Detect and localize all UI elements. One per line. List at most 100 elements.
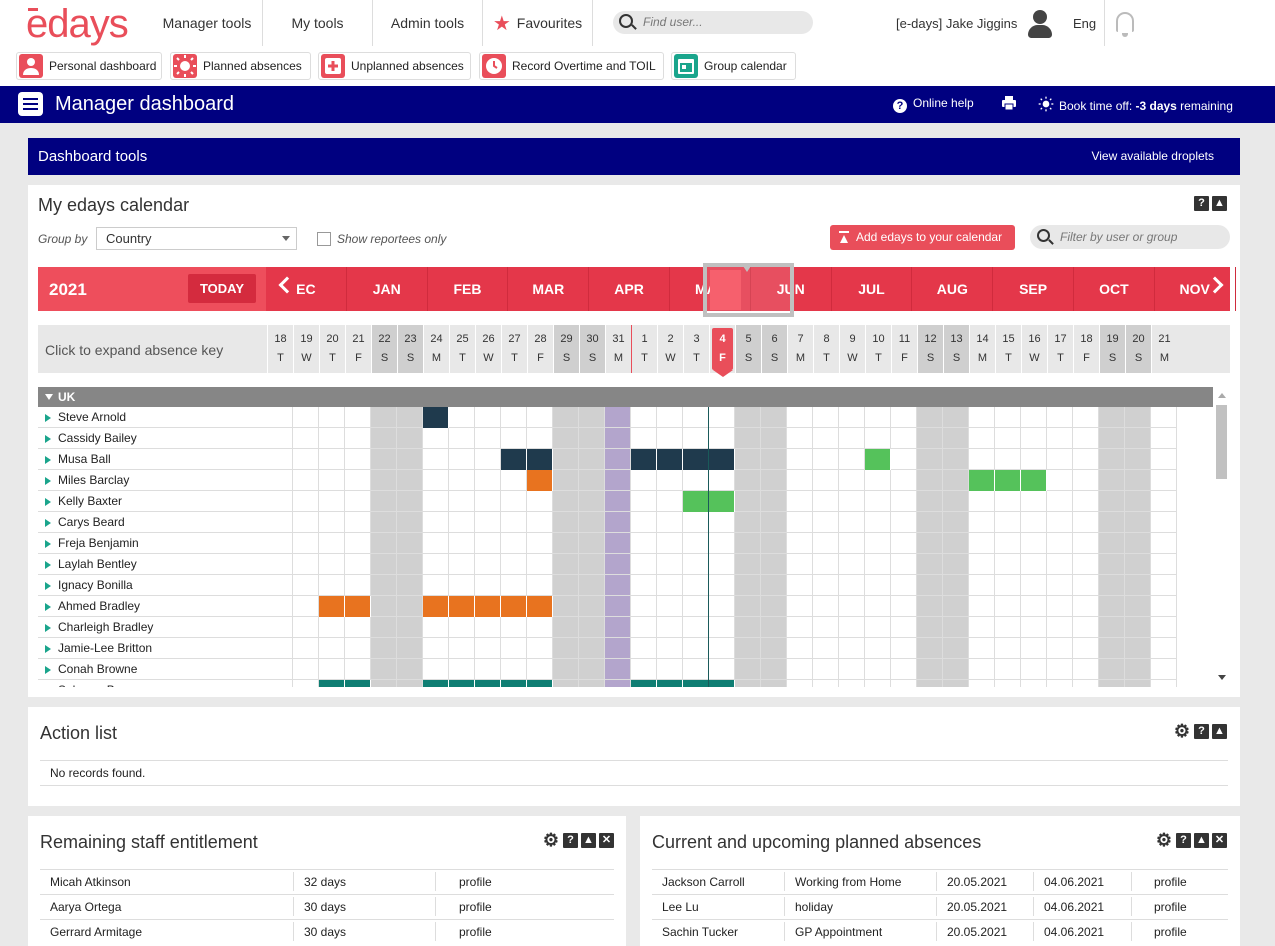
unplanned-absences-button[interactable]: Unplanned absences <box>318 52 471 80</box>
book-time-off-link[interactable]: Book time off: -3 days remaining <box>1038 96 1233 113</box>
day-cell[interactable] <box>735 659 761 680</box>
day-cell[interactable] <box>371 470 397 491</box>
day-cell[interactable] <box>397 617 423 638</box>
day-cell[interactable] <box>891 428 917 449</box>
absence-block[interactable] <box>449 680 475 687</box>
day-cell[interactable] <box>995 533 1021 554</box>
day-cell[interactable] <box>813 596 839 617</box>
day-cell[interactable] <box>813 554 839 575</box>
day-cell[interactable] <box>553 470 579 491</box>
day-cell[interactable] <box>345 470 371 491</box>
day-column[interactable]: 11 F <box>891 325 917 373</box>
day-cell[interactable] <box>1151 638 1177 659</box>
day-cell[interactable] <box>1125 554 1151 575</box>
day-cell[interactable] <box>709 617 735 638</box>
month-8[interactable]: AUG <box>912 267 994 311</box>
day-cell[interactable] <box>293 449 319 470</box>
day-cell[interactable] <box>969 512 995 533</box>
day-cell[interactable] <box>423 659 449 680</box>
day-cell[interactable] <box>1099 554 1125 575</box>
day-cell[interactable] <box>1047 407 1073 428</box>
day-cell[interactable] <box>371 428 397 449</box>
day-cell[interactable] <box>501 428 527 449</box>
day-cell[interactable] <box>605 617 631 638</box>
day-cell[interactable] <box>891 617 917 638</box>
day-cell[interactable] <box>605 680 631 687</box>
day-cell[interactable] <box>605 533 631 554</box>
filter-input[interactable]: Filter by user or group <box>1030 225 1230 249</box>
day-cell[interactable] <box>1099 680 1125 687</box>
day-cell[interactable] <box>995 449 1021 470</box>
absence-block[interactable] <box>527 470 553 491</box>
absence-block[interactable] <box>423 596 449 617</box>
day-cell[interactable] <box>683 617 709 638</box>
day-cell[interactable] <box>917 449 943 470</box>
day-cell[interactable] <box>605 449 631 470</box>
day-cell[interactable] <box>553 638 579 659</box>
day-cell[interactable] <box>787 575 813 596</box>
absence-block[interactable] <box>527 680 553 687</box>
day-cell[interactable] <box>995 659 1021 680</box>
day-cell[interactable] <box>839 659 865 680</box>
absence-block[interactable] <box>475 596 501 617</box>
day-cell[interactable] <box>449 659 475 680</box>
day-cell[interactable] <box>1099 575 1125 596</box>
day-cell[interactable] <box>917 512 943 533</box>
absence-key-toggle[interactable]: Click to expand absence key <box>45 342 224 358</box>
day-cell[interactable] <box>449 533 475 554</box>
day-cell[interactable] <box>371 407 397 428</box>
day-cell[interactable] <box>735 554 761 575</box>
day-cell[interactable] <box>397 512 423 533</box>
month-view-window[interactable] <box>703 263 794 317</box>
day-column[interactable]: 19 S <box>1099 325 1125 373</box>
day-cell[interactable] <box>735 428 761 449</box>
day-cell[interactable] <box>293 575 319 596</box>
day-cell[interactable] <box>1125 533 1151 554</box>
day-cell[interactable] <box>501 638 527 659</box>
profile-link[interactable]: profile <box>1154 925 1187 939</box>
day-cell[interactable] <box>995 596 1021 617</box>
day-column[interactable]: 12 S <box>917 325 943 373</box>
absence-block[interactable] <box>1021 470 1047 491</box>
day-cell[interactable] <box>1047 638 1073 659</box>
day-cell[interactable] <box>423 554 449 575</box>
view-droplets-link[interactable]: View available droplets <box>1091 149 1214 163</box>
day-cell[interactable] <box>397 596 423 617</box>
day-cell[interactable] <box>865 596 891 617</box>
absence-block[interactable] <box>319 596 345 617</box>
day-cell[interactable] <box>943 428 969 449</box>
day-cell[interactable] <box>501 659 527 680</box>
profile-link[interactable]: profile <box>1154 875 1187 889</box>
day-cell[interactable] <box>865 428 891 449</box>
day-cell[interactable] <box>501 491 527 512</box>
day-cell[interactable] <box>969 575 995 596</box>
day-cell[interactable] <box>813 575 839 596</box>
day-cell[interactable] <box>397 680 423 687</box>
day-cell[interactable] <box>943 407 969 428</box>
day-cell[interactable] <box>631 533 657 554</box>
day-cell[interactable] <box>995 575 1021 596</box>
absence-block[interactable] <box>683 449 709 470</box>
day-cell[interactable] <box>1151 449 1177 470</box>
day-cell[interactable] <box>397 428 423 449</box>
day-cell[interactable] <box>657 659 683 680</box>
day-cell[interactable] <box>1021 659 1047 680</box>
day-cell[interactable] <box>345 659 371 680</box>
day-cell[interactable] <box>1073 470 1099 491</box>
record-overtime-button[interactable]: Record Overtime and TOIL <box>479 52 664 80</box>
day-cell[interactable] <box>1125 638 1151 659</box>
gear-icon[interactable]: ⚙ <box>1173 721 1191 741</box>
day-cell[interactable] <box>1073 428 1099 449</box>
day-cell[interactable] <box>1073 680 1099 687</box>
day-cell[interactable] <box>293 638 319 659</box>
day-cell[interactable] <box>1151 575 1177 596</box>
day-cell[interactable] <box>397 491 423 512</box>
day-column[interactable]: 19 W <box>293 325 319 373</box>
day-cell[interactable] <box>553 407 579 428</box>
day-cell[interactable] <box>553 680 579 687</box>
user-name[interactable]: [e-days] Jake Jiggins <box>896 16 1018 31</box>
day-cell[interactable] <box>1099 659 1125 680</box>
language-selector[interactable]: Eng <box>1073 16 1097 31</box>
day-cell[interactable] <box>943 533 969 554</box>
